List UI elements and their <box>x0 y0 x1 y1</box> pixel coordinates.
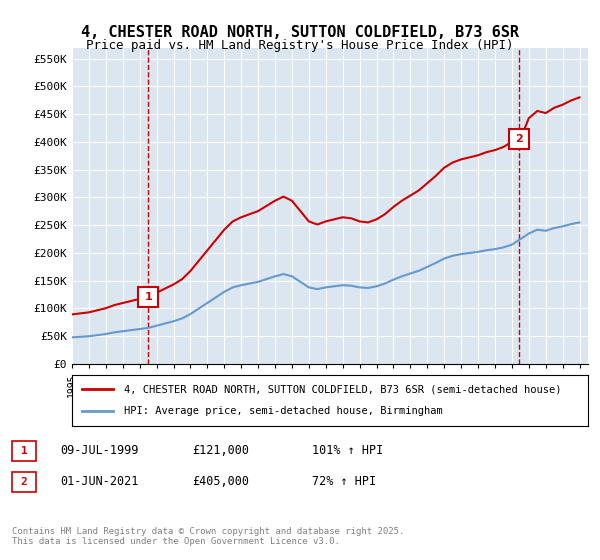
Text: HPI: Average price, semi-detached house, Birmingham: HPI: Average price, semi-detached house,… <box>124 407 442 417</box>
Text: £121,000: £121,000 <box>192 444 249 458</box>
Text: Price paid vs. HM Land Registry's House Price Index (HPI): Price paid vs. HM Land Registry's House … <box>86 39 514 52</box>
Text: 101% ↑ HPI: 101% ↑ HPI <box>312 444 383 458</box>
Text: 09-JUL-1999: 09-JUL-1999 <box>60 444 139 458</box>
Text: 1: 1 <box>145 292 152 302</box>
Text: £405,000: £405,000 <box>192 475 249 488</box>
Text: 4, CHESTER ROAD NORTH, SUTTON COLDFIELD, B73 6SR (semi-detached house): 4, CHESTER ROAD NORTH, SUTTON COLDFIELD,… <box>124 384 561 394</box>
Text: 2: 2 <box>515 134 523 144</box>
Text: 4, CHESTER ROAD NORTH, SUTTON COLDFIELD, B73 6SR: 4, CHESTER ROAD NORTH, SUTTON COLDFIELD,… <box>81 25 519 40</box>
Text: 1: 1 <box>20 446 28 456</box>
Text: 2: 2 <box>20 477 28 487</box>
Text: Contains HM Land Registry data © Crown copyright and database right 2025.
This d: Contains HM Land Registry data © Crown c… <box>12 526 404 546</box>
Text: 72% ↑ HPI: 72% ↑ HPI <box>312 475 376 488</box>
Text: 01-JUN-2021: 01-JUN-2021 <box>60 475 139 488</box>
